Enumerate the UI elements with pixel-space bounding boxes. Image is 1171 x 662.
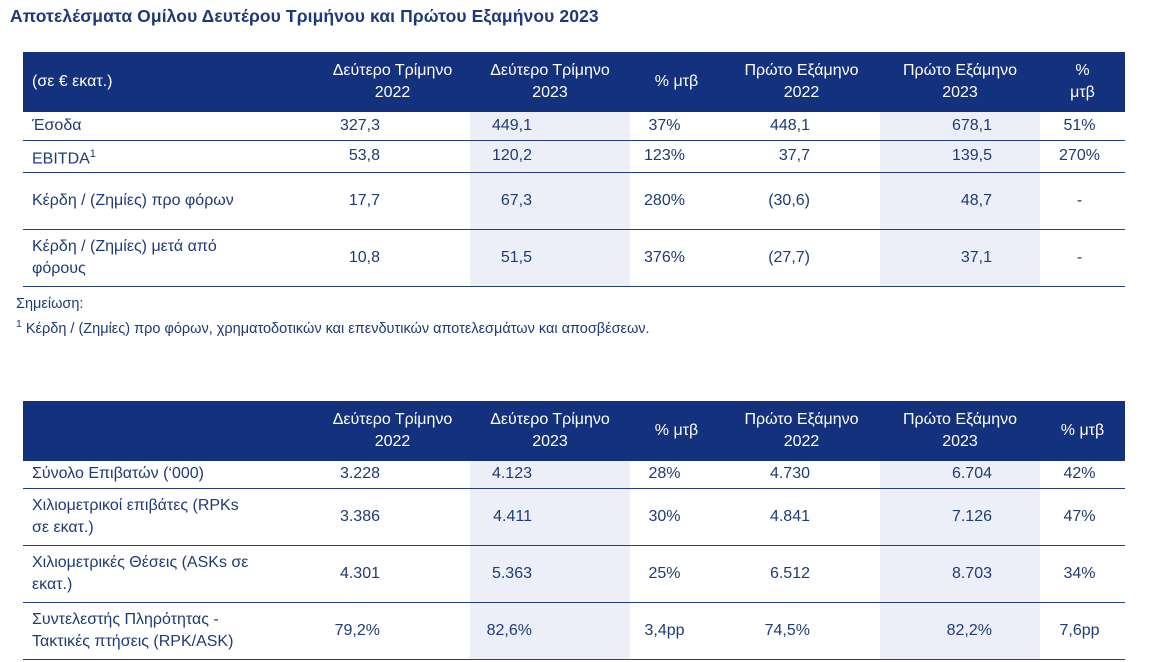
footnote-marker: 1 <box>89 147 96 160</box>
footnote-marker: 1 <box>16 317 22 330</box>
cell-value: 79,2% <box>315 602 470 661</box>
header-pct-change-h: % μτβ <box>1040 400 1125 461</box>
table-row-profit-after-tax: Κέρδη / (Ζημίες) μετά από φόρους 10,8 51… <box>23 229 1125 287</box>
cell-value: 8.703 <box>880 545 1040 604</box>
header-empty <box>23 400 315 461</box>
traffic-table-header: Δεύτερο Τρίμηνο 2022 Δεύτερο Τρίμηνο 202… <box>23 400 1125 461</box>
cell-value: 48,7 <box>880 172 1040 230</box>
header-unit: (σε € εκατ.) <box>23 52 315 112</box>
cell-value: 123% <box>630 140 723 173</box>
cell-value: 30% <box>630 488 723 547</box>
page-title: Αποτελέσματα Ομίλου Δευτέρου Τριμήνου κα… <box>10 6 599 26</box>
cell-value: 37,7 <box>723 140 880 173</box>
row-label: Σύνολο Επιβατών (‘000) <box>23 460 315 490</box>
cell-value: 53,8 <box>315 140 470 173</box>
header-q2-2022: Δεύτερο Τρίμηνο 2022 <box>315 400 470 461</box>
cell-value: 6.512 <box>723 545 880 604</box>
row-label-text: EBITDA <box>32 149 90 167</box>
footnote-text: Κέρδη / (Ζημίες) προ φόρων, χρηματοδοτικ… <box>21 320 650 337</box>
cell-value: 5.363 <box>470 545 630 604</box>
footnote-text-line: 1 Κέρδη / (Ζημίες) προ φόρων, χρηματοδοτ… <box>16 314 1171 339</box>
cell-value: 4.730 <box>723 460 880 490</box>
cell-value: 139,5 <box>880 140 1040 173</box>
footnote-title: Σημείωση: <box>16 295 84 312</box>
cell-value: 376% <box>630 229 723 287</box>
row-label: Έσοδα <box>23 112 315 141</box>
cell-value: (27,7) <box>723 229 880 287</box>
cell-value: 3,4pp <box>630 602 723 661</box>
financial-table-header: (σε € εκατ.) Δεύτερο Τρίμηνο 2022 Δεύτερ… <box>23 52 1125 112</box>
cell-value: 67,3 <box>470 172 630 230</box>
cell-value: 10,8 <box>315 229 470 287</box>
cell-value: - <box>1040 172 1125 230</box>
cell-value: - <box>1040 229 1125 287</box>
cell-value: 327,3 <box>315 112 470 141</box>
header-row: (σε € εκατ.) Δεύτερο Τρίμηνο 2022 Δεύτερ… <box>23 52 1125 112</box>
table-row-ebitda: EBITDA1 53,8 120,2 123% 37,7 139,5 270% <box>23 140 1125 173</box>
cell-value: 678,1 <box>880 112 1040 141</box>
header-h1-2022: Πρώτο Εξάμηνο 2022 <box>723 52 880 112</box>
table-row-profit-before-tax: Κέρδη / (Ζημίες) προ φόρων 17,7 67,3 280… <box>23 172 1125 230</box>
header-h1-2023: Πρώτο Εξάμηνο 2023 <box>880 52 1040 112</box>
cell-value: 25% <box>630 545 723 604</box>
cell-value: 7,6pp <box>1040 602 1125 661</box>
header-pct-change-h: % μτβ <box>1040 52 1125 112</box>
financial-results-table: (σε € εκατ.) Δεύτερο Τρίμηνο 2022 Δεύτερ… <box>23 52 1125 287</box>
footnote-block: Σημείωση: 1 Κέρδη / (Ζημίες) προ φόρων, … <box>16 294 1171 339</box>
cell-value: 280% <box>630 172 723 230</box>
cell-value: 270% <box>1040 140 1125 173</box>
table-row-total-passengers: Σύνολο Επιβατών (‘000) 3.228 4.123 28% 4… <box>23 460 1125 490</box>
cell-value: (30,6) <box>723 172 880 230</box>
cell-value: 4.841 <box>723 488 880 547</box>
header-q2-2023: Δεύτερο Τρίμηνο 2023 <box>470 52 630 112</box>
cell-value: 34% <box>1040 545 1125 604</box>
cell-value: 28% <box>630 460 723 490</box>
cell-value: 74,5% <box>723 602 880 661</box>
cell-value: 3.386 <box>315 488 470 547</box>
table-row-ask: Χιλιομετρικές Θέσεις (ASKs σε εκατ.) 4.3… <box>23 545 1125 604</box>
row-label: Κέρδη / (Ζημίες) μετά από φόρους <box>23 229 315 287</box>
cell-value: 120,2 <box>470 140 630 173</box>
row-label: Κέρδη / (Ζημίες) προ φόρων <box>23 172 315 230</box>
cell-value: 51% <box>1040 112 1125 141</box>
cell-value: 6.704 <box>880 460 1040 490</box>
cell-value: 82,2% <box>880 602 1040 661</box>
row-label: EBITDA1 <box>23 140 315 173</box>
traffic-results-table: Δεύτερο Τρίμηνο 2022 Δεύτερο Τρίμηνο 202… <box>23 400 1125 661</box>
row-label: Συντελεστής Πληρότητας - Τακτικές πτήσει… <box>23 602 315 661</box>
header-row: Δεύτερο Τρίμηνο 2022 Δεύτερο Τρίμηνο 202… <box>23 400 1125 461</box>
cell-value: 3.228 <box>315 460 470 490</box>
cell-value: 7.126 <box>880 488 1040 547</box>
row-label: Χιλιομετρικές Θέσεις (ASKs σε εκατ.) <box>23 545 315 604</box>
cell-value: 4.301 <box>315 545 470 604</box>
cell-value: 17,7 <box>315 172 470 230</box>
header-q2-2022: Δεύτερο Τρίμηνο 2022 <box>315 52 470 112</box>
cell-value: 47% <box>1040 488 1125 547</box>
table-row-load-factor: Συντελεστής Πληρότητας - Τακτικές πτήσει… <box>23 602 1125 661</box>
cell-value: 42% <box>1040 460 1125 490</box>
header-h1-2022: Πρώτο Εξάμηνο 2022 <box>723 400 880 461</box>
cell-value: 448,1 <box>723 112 880 141</box>
header-q2-2023: Δεύτερο Τρίμηνο 2023 <box>470 400 630 461</box>
header-pct-change-q: % μτβ <box>630 52 723 112</box>
cell-value: 37,1 <box>880 229 1040 287</box>
header-h1-2023: Πρώτο Εξάμηνο 2023 <box>880 400 1040 461</box>
table-row-revenue: Έσοδα 327,3 449,1 37% 448,1 678,1 51% <box>23 112 1125 141</box>
cell-value: 4.123 <box>470 460 630 490</box>
cell-value: 4.411 <box>470 488 630 547</box>
header-pct-change-q: % μτβ <box>630 400 723 461</box>
cell-value: 449,1 <box>470 112 630 141</box>
row-label: Χιλιομετρικοί επιβάτες (RPKs σε εκατ.) <box>23 488 315 547</box>
cell-value: 37% <box>630 112 723 141</box>
cell-value: 82,6% <box>470 602 630 661</box>
cell-value: 51,5 <box>470 229 630 287</box>
table-row-rpk: Χιλιομετρικοί επιβάτες (RPKs σε εκατ.) 3… <box>23 488 1125 547</box>
